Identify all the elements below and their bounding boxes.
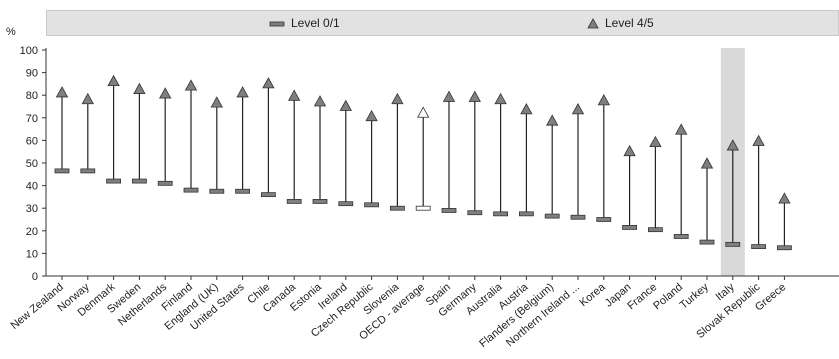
y-tick-label: 90 bbox=[26, 68, 38, 80]
category-label: Korea bbox=[578, 281, 609, 310]
level01-marker bbox=[54, 168, 70, 174]
level45-marker bbox=[778, 192, 791, 204]
level01-marker bbox=[751, 244, 766, 250]
level01-marker bbox=[699, 239, 715, 245]
y-tick-label: 100 bbox=[20, 45, 38, 57]
level01-marker bbox=[157, 180, 173, 186]
level01-marker bbox=[312, 199, 328, 204]
level01-marker bbox=[80, 168, 96, 174]
level01-marker bbox=[673, 234, 689, 239]
level45-marker bbox=[365, 109, 378, 122]
level45-marker bbox=[210, 96, 223, 108]
level45-marker bbox=[442, 90, 456, 102]
y-tick-label: 40 bbox=[26, 181, 38, 193]
level45-marker bbox=[675, 123, 688, 135]
y-tick-label: 60 bbox=[26, 135, 38, 147]
y-axis-unit-label: % bbox=[6, 26, 16, 38]
legend-triangle-marker bbox=[587, 18, 599, 29]
level01-marker bbox=[648, 227, 663, 233]
level45-marker bbox=[236, 86, 249, 98]
level45-marker bbox=[546, 114, 559, 126]
y-tick-label: 70 bbox=[26, 113, 38, 125]
level45-marker bbox=[623, 144, 636, 157]
level45-marker bbox=[339, 99, 352, 111]
y-tick-label: 50 bbox=[26, 158, 38, 170]
level45-marker bbox=[520, 103, 533, 115]
level01-marker bbox=[260, 192, 276, 198]
level01-marker bbox=[106, 178, 121, 184]
y-tick-label: 80 bbox=[26, 90, 38, 102]
level01-marker bbox=[596, 217, 612, 222]
level01-marker bbox=[235, 188, 251, 194]
level45-marker bbox=[700, 157, 714, 169]
level01-marker bbox=[415, 205, 431, 211]
level45-marker bbox=[184, 79, 198, 91]
level45-marker bbox=[313, 95, 327, 107]
level45-marker bbox=[159, 87, 172, 99]
chart-legend: Level 0/1 Level 4/5 bbox=[46, 10, 839, 36]
level45-marker bbox=[107, 74, 120, 87]
level01-marker bbox=[364, 202, 380, 208]
legend-label-level45: Level 4/5 bbox=[605, 16, 654, 30]
level01-marker bbox=[183, 187, 199, 193]
level01-marker bbox=[570, 214, 586, 220]
level01-marker bbox=[622, 225, 637, 230]
level01-marker bbox=[338, 201, 354, 207]
level01-marker bbox=[286, 199, 302, 204]
level01-marker bbox=[389, 205, 405, 211]
level01-marker bbox=[777, 245, 792, 251]
legend-bar-marker bbox=[269, 21, 285, 27]
level45-marker bbox=[262, 77, 275, 89]
level45-marker bbox=[494, 92, 507, 105]
legend-item-level45: Level 4/5 bbox=[587, 16, 654, 30]
level01-marker bbox=[725, 241, 741, 247]
level01-marker bbox=[467, 210, 483, 216]
category-label: Poland bbox=[651, 281, 685, 312]
level45-marker bbox=[288, 89, 301, 101]
level45-marker bbox=[81, 92, 94, 105]
level45-marker bbox=[752, 134, 765, 146]
level45-marker bbox=[649, 135, 662, 148]
level01-marker bbox=[544, 213, 560, 219]
y-tick-label: 10 bbox=[26, 248, 38, 260]
level01-marker bbox=[493, 211, 509, 217]
legend-item-level01: Level 0/1 bbox=[269, 16, 340, 30]
legend-label-level01: Level 0/1 bbox=[291, 16, 340, 30]
level45-marker bbox=[417, 106, 430, 118]
y-tick-label: 30 bbox=[26, 203, 38, 215]
level01-marker bbox=[441, 208, 457, 213]
level01-marker bbox=[131, 178, 147, 184]
y-tick-label: 20 bbox=[26, 226, 38, 238]
level45-marker bbox=[133, 82, 146, 94]
level01-marker bbox=[519, 211, 534, 217]
level45-marker bbox=[726, 139, 739, 151]
category-label: Turkey bbox=[678, 281, 712, 312]
y-tick-label: 0 bbox=[32, 271, 38, 283]
level45-marker bbox=[55, 86, 69, 98]
level45-marker bbox=[571, 103, 585, 115]
level45-marker bbox=[468, 90, 481, 102]
level01-marker bbox=[209, 188, 225, 194]
level45-marker bbox=[597, 94, 610, 106]
level45-marker bbox=[391, 92, 404, 105]
